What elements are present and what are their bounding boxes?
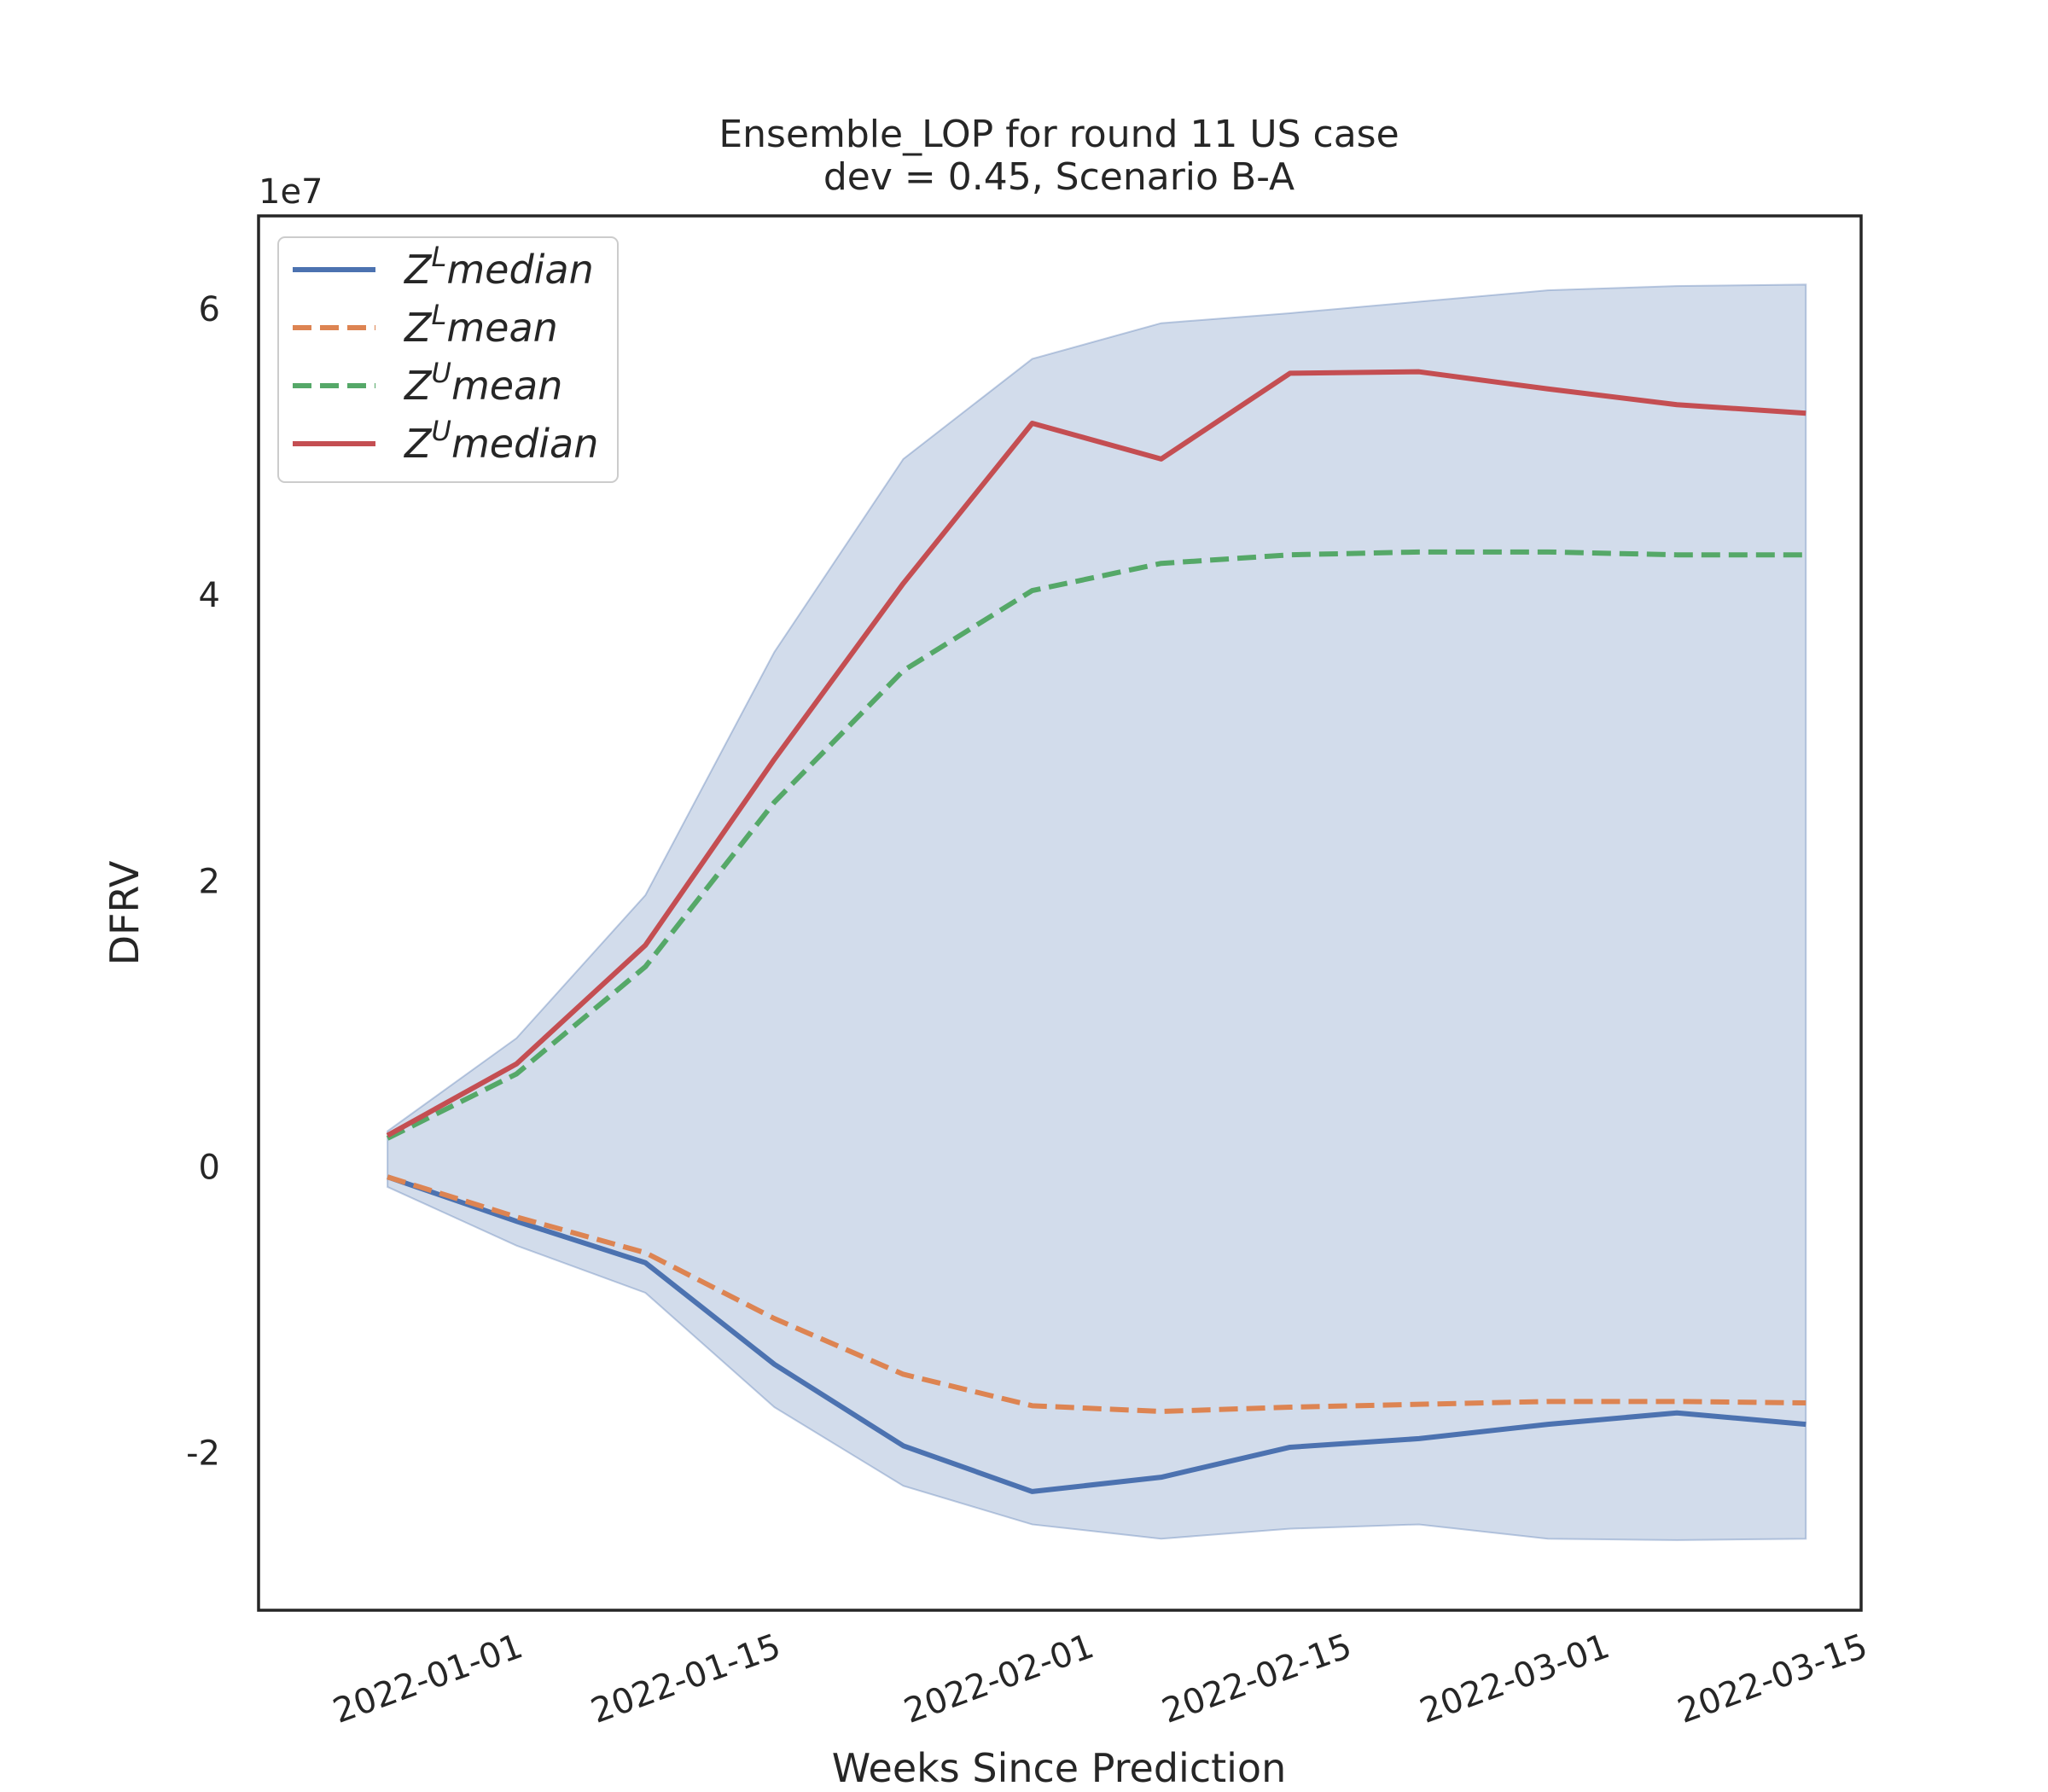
legend-label: ZLmean [403,299,558,351]
chart-title-line1: Ensemble_LOP for round 11 US case [719,113,1399,156]
y-axis-label: DFRV [102,860,148,965]
series-line-zu-median [386,369,1807,1138]
x-tick-label: 2022-02-01 [899,1626,1099,1731]
x-tick-label: 2022-01-01 [328,1626,527,1731]
legend-label: ZLmedian [403,241,594,293]
x-tick-label: 2022-03-15 [1673,1626,1872,1731]
legend-label: ZUmean [403,357,562,409]
uncertainty-band-layer [387,283,1807,1541]
y-tick-layer: -2 0 2 4 6 [186,290,220,1474]
series-line-zl-median [387,1174,1807,1494]
y-tick-label: 0 [199,1148,220,1187]
series-line-zl-mean [387,1174,1807,1415]
y-offset-label: 1e7 [259,172,323,212]
y-tick-label: -2 [186,1434,220,1474]
x-tick-label: 2022-02-15 [1157,1626,1357,1731]
series-layer [386,369,1807,1494]
x-tick-label: 2022-01-15 [586,1626,786,1731]
y-tick-label: 2 [199,862,220,901]
uncertainty-band [387,283,1807,1541]
series-line-zu-mean [386,549,1807,1141]
y-tick-label: 4 [199,576,220,615]
legend-label: ZUmedian [403,415,598,467]
x-tick-label: 2022-03-01 [1415,1626,1615,1731]
legend-box [277,236,619,483]
plot-frame [257,214,1863,1612]
y-tick-label: 6 [199,290,220,329]
chart-title-line2: dev = 0.45, Scenario B-A [823,155,1295,199]
x-tick-layer: 2022-01-01 2022-01-15 2022-02-01 2022-02-15… [328,1626,1872,1731]
x-axis-label: Weeks Since Prediction [832,1745,1286,1791]
legend: ZLmedian ZLmean ZUmean ZUmedian [277,236,619,483]
